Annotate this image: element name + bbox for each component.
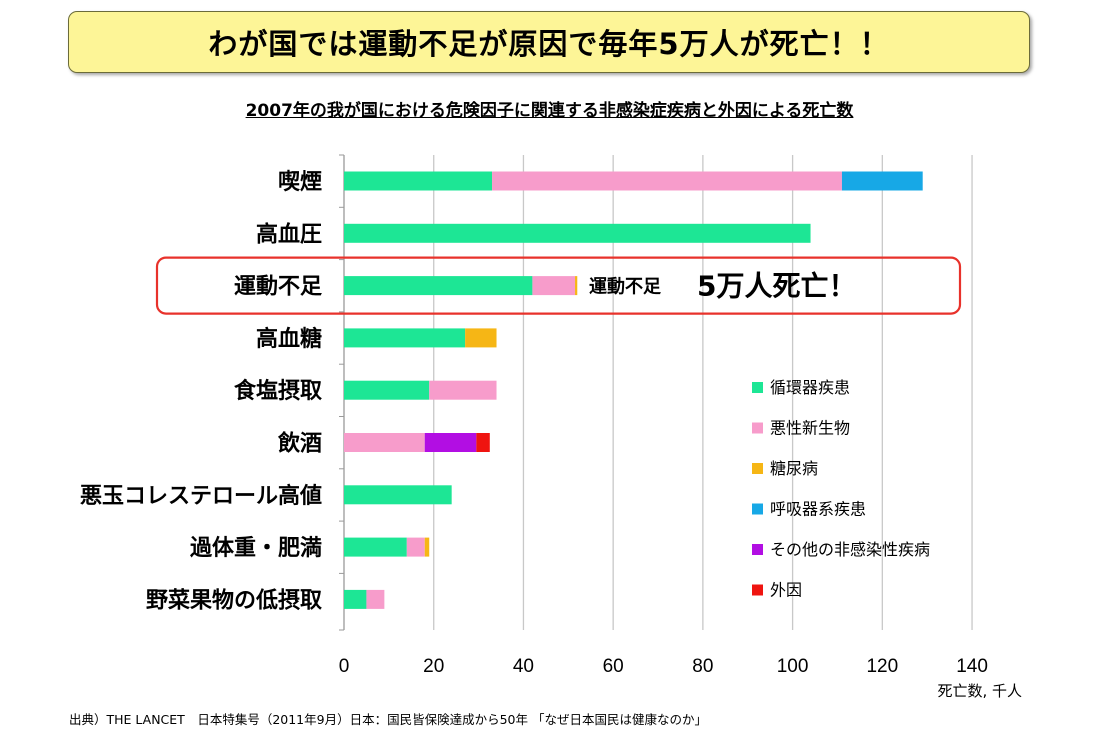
x-tick-label: 80 (692, 656, 713, 677)
bar-segment (476, 433, 490, 452)
bar-segment (344, 380, 430, 400)
x-tick-label: 120 (866, 656, 898, 677)
bar-segment (344, 589, 367, 609)
highlight-label: 運動不足 (589, 276, 661, 298)
x-tick-label: 40 (513, 656, 534, 677)
bar-segment (344, 537, 407, 557)
x-tick-label: 100 (777, 656, 809, 677)
bar-segment (344, 485, 452, 505)
bar-segment (344, 433, 425, 452)
category-label: 喫煙 (278, 169, 322, 195)
legend-swatch (752, 382, 763, 393)
legend-swatch (752, 422, 763, 434)
category-label: 高血圧 (256, 221, 322, 247)
legend-label: 循環器疾患 (770, 378, 850, 397)
bar-segment (344, 276, 533, 296)
legend-label: 悪性新生物 (770, 419, 850, 438)
category-label: 飲酒 (277, 431, 322, 457)
x-tick-label: 60 (603, 656, 624, 677)
bar-segment (492, 171, 842, 191)
x-tick-label: 20 (423, 656, 444, 677)
category-label: 運動不足 (234, 275, 322, 300)
bar-segment (344, 171, 493, 191)
bar-segment (429, 380, 497, 400)
bar-segment (465, 328, 497, 348)
source-note: 出典）THE LANCET 日本特集号（2011年9月）日本：国民皆保険達成から… (69, 712, 707, 727)
x-axis-label: 死亡数, 千人 (937, 682, 1022, 700)
legend-label: 外因 (770, 581, 802, 600)
highlight-box (155, 256, 962, 315)
x-tick-label: 0 (339, 656, 350, 677)
x-tick-label: 140 (956, 656, 988, 677)
title-banner: わが国では運動不足が原因で毎年5万人が死亡！！ (68, 11, 1030, 73)
bar-segment (406, 537, 425, 557)
page-title: わが国では運動不足が原因で毎年5万人が死亡！！ (208, 27, 890, 61)
highlight-emphasis: 5万人死亡！ (697, 270, 856, 303)
legend-label: 呼吸器系疾患 (770, 500, 866, 519)
bar-segment (575, 276, 578, 296)
legend-label: 糖尿病 (770, 459, 818, 478)
legend-swatch (752, 584, 763, 596)
legend-swatch (752, 463, 763, 474)
bar-segment (344, 223, 811, 243)
legend-swatch (752, 503, 763, 515)
category-label: 野菜果物の低摂取 (146, 587, 322, 613)
category-label: 悪玉コレステロール高値 (80, 483, 322, 509)
bar-segment (424, 537, 430, 557)
category-label: 食塩摂取 (234, 378, 322, 404)
chart-subtitle: 2007年の我が国における危険因子に関連する非感染症疾病と外因による死亡数 (245, 101, 854, 121)
bar-segment (841, 171, 923, 191)
category-label: 高血糖 (256, 326, 322, 352)
bar-segment (532, 276, 576, 296)
category-label: 過体重・肥満 (190, 535, 322, 561)
bar-segment (366, 589, 385, 609)
bar-segment (344, 328, 466, 348)
legend-label: その他の非感染性疾病 (770, 540, 930, 559)
bar-segment (424, 433, 477, 452)
legend-swatch (752, 544, 763, 555)
